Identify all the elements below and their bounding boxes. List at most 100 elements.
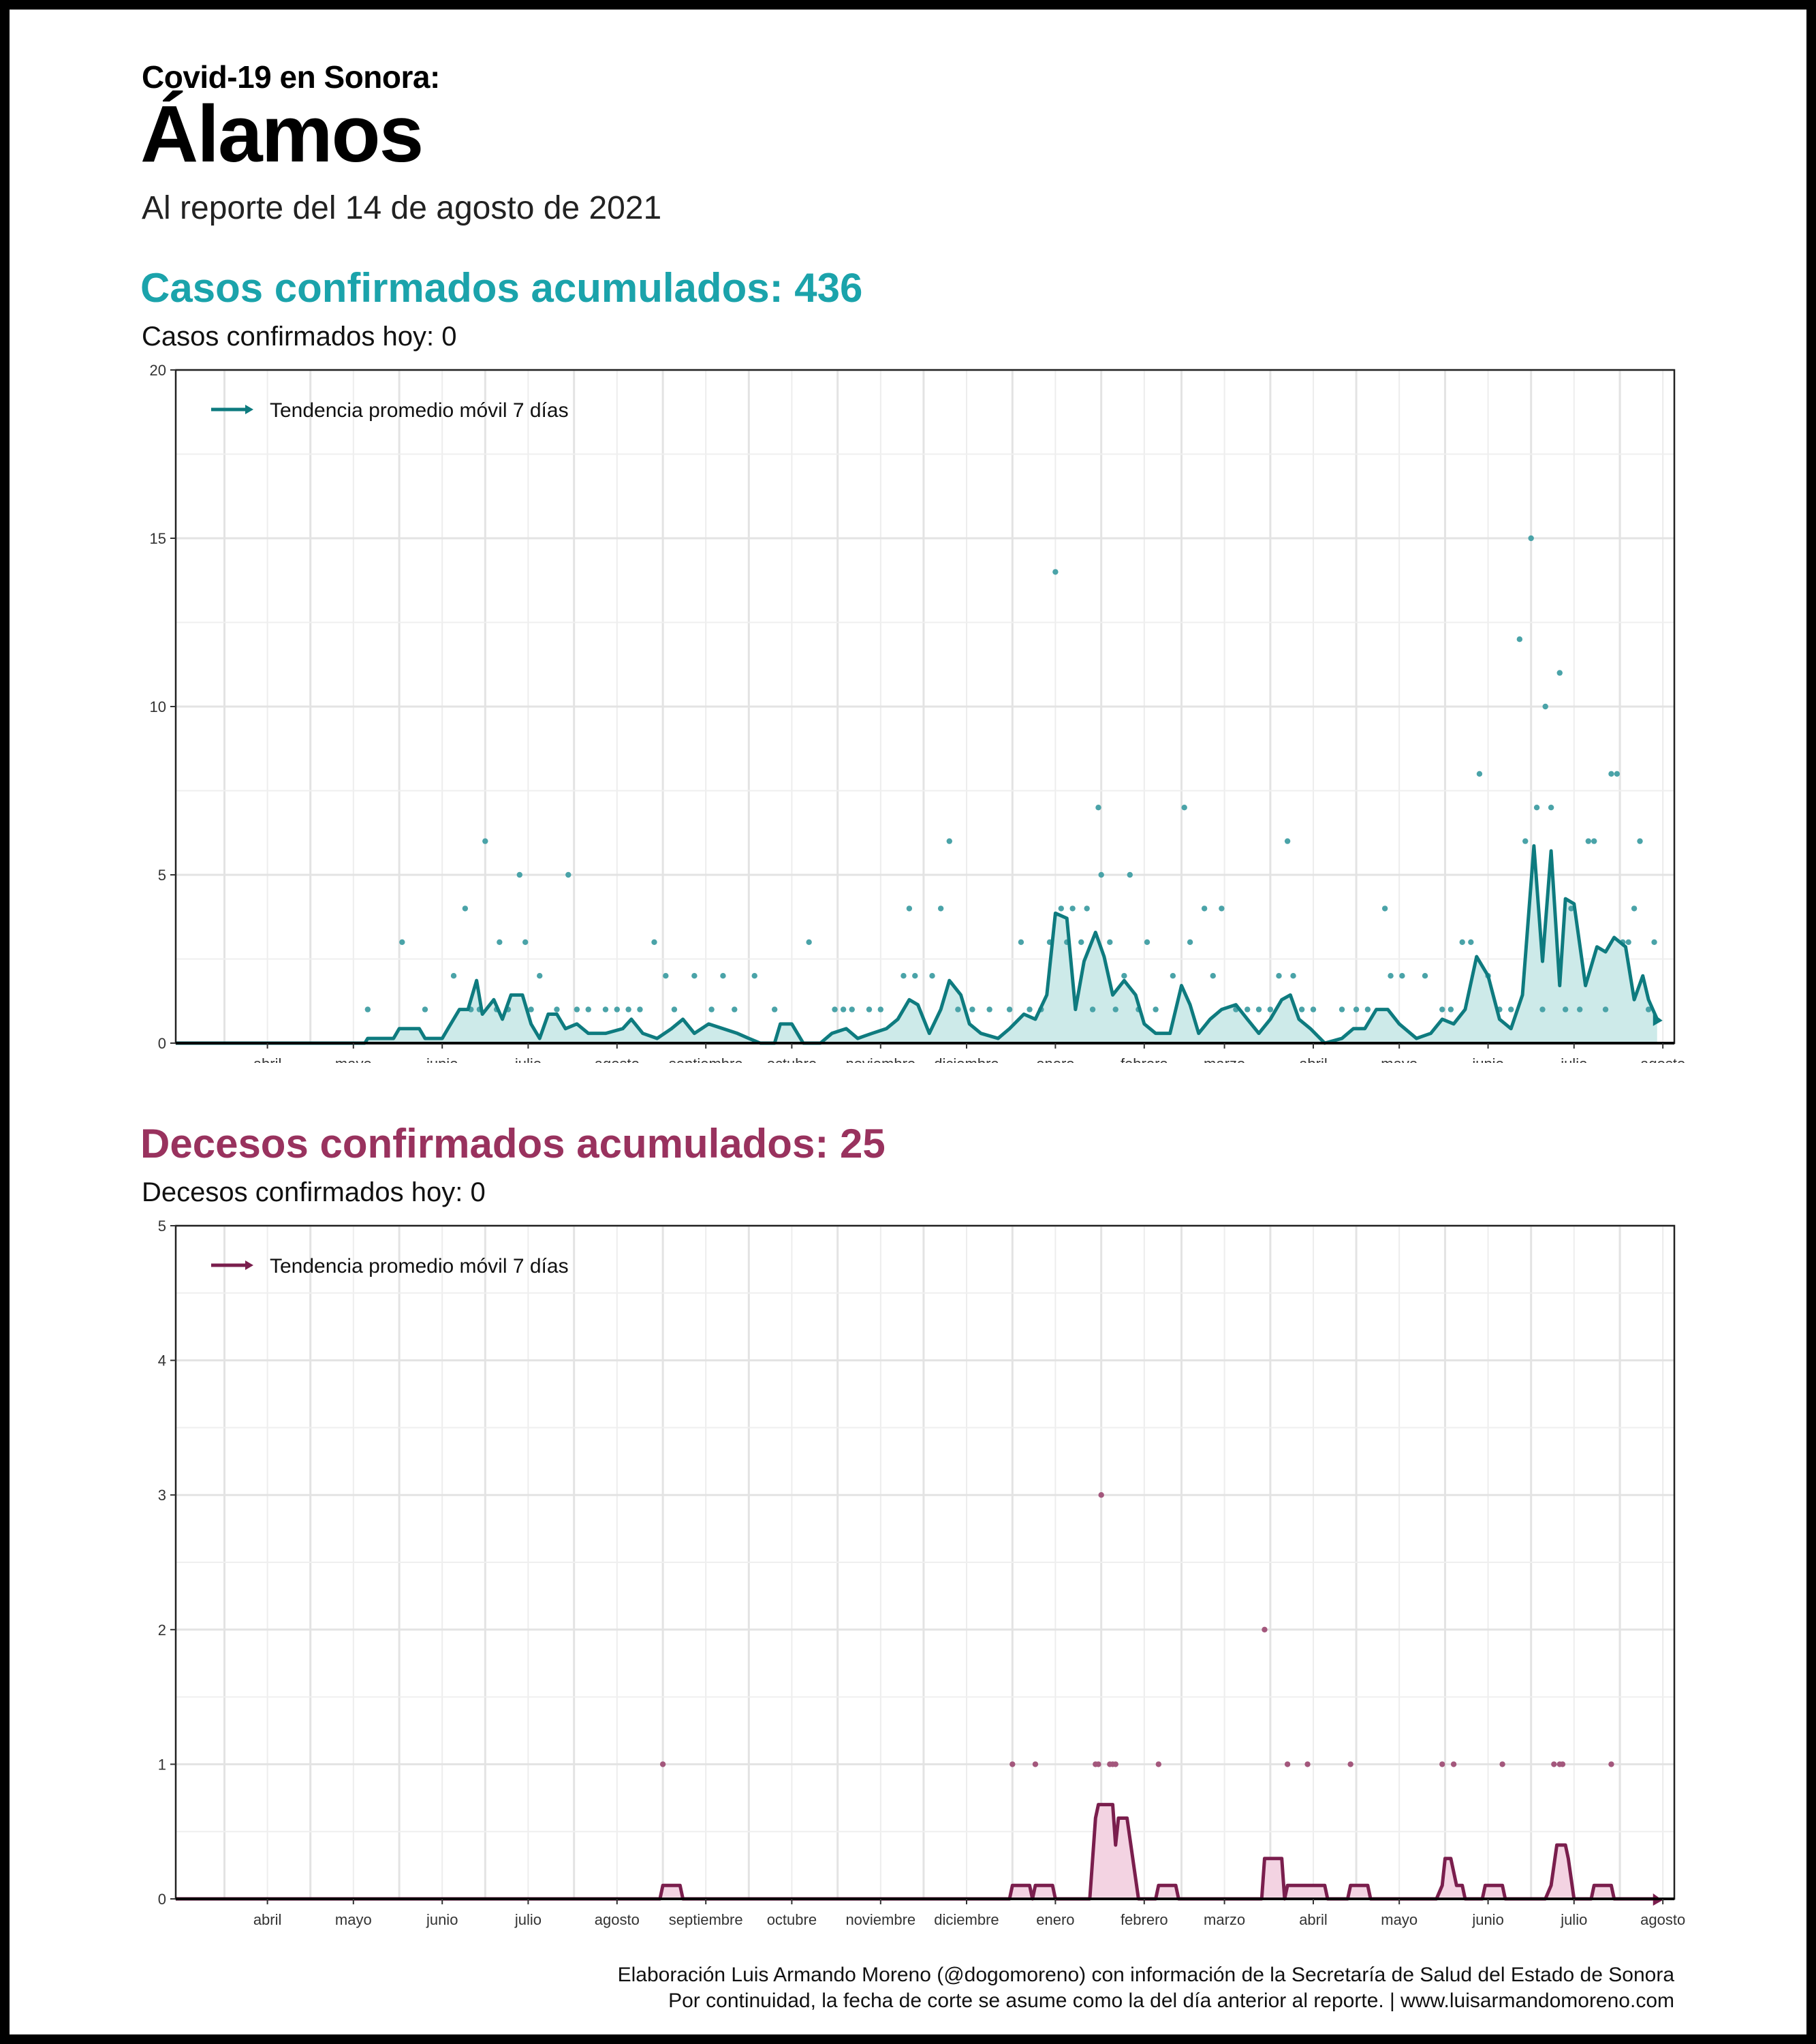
cases-daily-point bbox=[806, 939, 812, 946]
cases-trend-line bbox=[176, 844, 1663, 1045]
deaths-daily-point bbox=[1347, 1761, 1353, 1767]
cases-legend-arrow bbox=[245, 405, 253, 414]
deaths-trend-line-path bbox=[176, 1803, 1657, 1901]
deaths-y-tick-label: 2 bbox=[158, 1622, 166, 1639]
cases-daily-point bbox=[1631, 905, 1638, 912]
cases-daily-point bbox=[1556, 670, 1563, 676]
cases-x-tick-label: agosto bbox=[595, 1055, 640, 1063]
footer-line-2: Por continuidad, la fecha de corte se as… bbox=[668, 1989, 1674, 2012]
deaths-x-tick-label: junio bbox=[1471, 1911, 1503, 1928]
cases-daily-point bbox=[720, 973, 726, 979]
cases-daily-point bbox=[849, 1006, 855, 1012]
cases-x-tick-label: abril bbox=[253, 1055, 282, 1063]
deaths-daily-point bbox=[1095, 1761, 1101, 1767]
deaths-daily-points bbox=[659, 1492, 1614, 1767]
pretitle: Covid-19 en Sonora: bbox=[142, 59, 440, 95]
cases-x-tick-label: abril bbox=[1299, 1055, 1328, 1063]
deaths-legend: Tendencia promedio móvil 7 días bbox=[211, 1255, 569, 1278]
cases-daily-point bbox=[482, 838, 488, 844]
deaths-trend-area bbox=[176, 1804, 1657, 1899]
cases-daily-point bbox=[1364, 1006, 1371, 1012]
cases-daily-point bbox=[516, 871, 522, 878]
cases-today: Casos confirmados hoy: 0 bbox=[142, 322, 457, 352]
cases-daily-point bbox=[554, 1006, 560, 1012]
deaths-daily-point bbox=[1551, 1761, 1557, 1767]
cases-daily-point bbox=[1298, 1006, 1305, 1012]
cases-daily-point bbox=[1381, 905, 1388, 912]
cases-daily-point bbox=[1310, 1006, 1317, 1012]
cases-x-tick-label: enero bbox=[1036, 1055, 1074, 1063]
cases-x-tick-label: junio bbox=[1471, 1055, 1503, 1063]
cases-daily-point bbox=[691, 973, 698, 979]
cases-daily-point bbox=[422, 1006, 428, 1012]
deaths-grid bbox=[176, 1224, 1674, 1900]
cases-x-tick-label: mayo bbox=[335, 1055, 372, 1063]
cases-daily-point bbox=[1533, 805, 1540, 811]
cases-x-tick-label: mayo bbox=[1381, 1055, 1418, 1063]
cases-daily-point bbox=[1548, 805, 1554, 811]
cases-legend: Tendencia promedio móvil 7 días bbox=[211, 399, 569, 422]
page-title: Álamos bbox=[140, 89, 424, 179]
cases-daily-point bbox=[497, 939, 503, 946]
cases-daily-point bbox=[537, 973, 543, 979]
cases-daily-point bbox=[1614, 771, 1621, 777]
cases-daily-point bbox=[1187, 939, 1193, 946]
cases-daily-point bbox=[1244, 1006, 1251, 1012]
cases-x-tick-label: diciembre bbox=[934, 1055, 999, 1063]
cases-daily-point bbox=[1476, 771, 1483, 777]
cases-daily-point bbox=[1089, 1006, 1096, 1012]
cases-daily-point bbox=[1006, 1006, 1013, 1012]
cases-daily-point bbox=[614, 1006, 621, 1012]
footer: Elaboración Luis Armando Moreno (@dogomo… bbox=[618, 1962, 1674, 2014]
cases-daily-point bbox=[1422, 973, 1428, 979]
cases-daily-point bbox=[1284, 838, 1291, 844]
footer-line-1: Elaboración Luis Armando Moreno (@dogomo… bbox=[617, 1964, 1674, 1986]
cases-daily-point bbox=[1399, 973, 1405, 979]
cases-daily-point bbox=[1591, 838, 1597, 844]
cases-daily-point bbox=[1276, 973, 1282, 979]
cases-daily-point bbox=[929, 973, 935, 979]
cases-daily-point bbox=[751, 973, 757, 979]
deaths-x-tick-label: junio bbox=[426, 1911, 458, 1928]
deaths-x-tick-label: abril bbox=[1299, 1911, 1328, 1928]
cases-daily-point bbox=[1528, 535, 1534, 542]
deaths-heading: Decesos confirmados acumulados: 25 bbox=[140, 1121, 886, 1166]
cases-daily-point bbox=[1084, 905, 1090, 912]
deaths-daily-point bbox=[1032, 1761, 1039, 1767]
cases-daily-point bbox=[840, 1006, 847, 1012]
cases-daily-point bbox=[462, 905, 469, 912]
cases-daily-point bbox=[1637, 838, 1643, 844]
cases-y-tick-label: 5 bbox=[158, 867, 166, 884]
deaths-x-tick-label: abril bbox=[253, 1911, 282, 1928]
cases-daily-point bbox=[528, 1006, 534, 1012]
deaths-daily-point bbox=[1262, 1626, 1268, 1632]
deaths-x-tick-label: diciembre bbox=[934, 1911, 999, 1928]
deaths-today: Decesos confirmados hoy: 0 bbox=[142, 1177, 486, 1207]
cases-x-tick-label: julio bbox=[514, 1055, 542, 1063]
cases-daily-point bbox=[1353, 1006, 1360, 1012]
cases-daily-point bbox=[1608, 771, 1614, 777]
deaths-x-tick-label: septiembre bbox=[669, 1911, 743, 1928]
deaths-daily-point bbox=[1499, 1761, 1505, 1767]
cases-daily-point bbox=[1210, 973, 1216, 979]
cases-daily-point bbox=[1144, 939, 1150, 946]
cases-daily-point bbox=[986, 1006, 992, 1012]
deaths-daily-point bbox=[1559, 1761, 1566, 1767]
cases-daily-point bbox=[399, 939, 405, 946]
deaths-y-tick-label: 5 bbox=[158, 1218, 166, 1235]
cases-heading: Casos confirmados acumulados: 436 bbox=[140, 265, 863, 311]
cases-x-tick-label: noviembre bbox=[845, 1055, 915, 1063]
cases-axes: 0 5 10 15 20 abril mayo junio julio agosto septiem… bbox=[150, 362, 1686, 1063]
cases-daily-point bbox=[1058, 905, 1065, 912]
deaths-y-tick-label: 4 bbox=[158, 1352, 166, 1369]
cases-daily-point bbox=[574, 1006, 580, 1012]
deaths-x-tick-label: julio bbox=[514, 1911, 542, 1928]
cases-daily-point bbox=[1107, 939, 1113, 946]
cases-daily-point bbox=[651, 939, 657, 946]
cases-daily-point bbox=[450, 973, 457, 979]
cases-daily-point bbox=[708, 1006, 715, 1012]
cases-chart: 0 5 10 15 20 abril mayo junio julio agosto septiem… bbox=[150, 362, 1686, 1063]
cases-daily-point bbox=[1468, 939, 1474, 946]
cases-daily-point bbox=[1078, 939, 1084, 946]
deaths-daily-point bbox=[1450, 1761, 1457, 1767]
